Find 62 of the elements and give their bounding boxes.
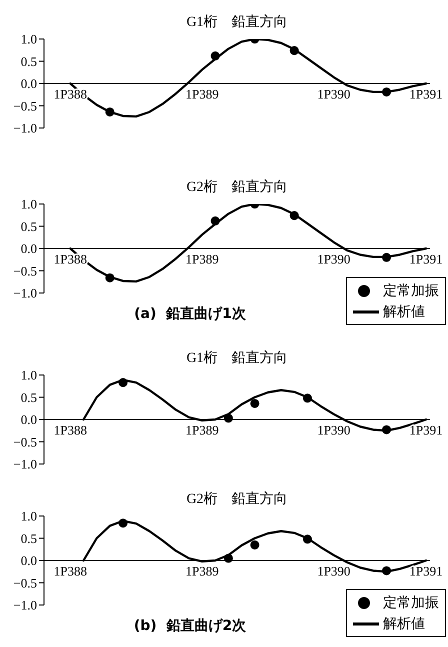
y-tick-label: −0.5 [13, 575, 37, 590]
y-tick-label: −0.5 [13, 434, 37, 450]
point [210, 216, 220, 226]
point [382, 87, 392, 96]
x-tick-label: 1P390 [317, 564, 350, 578]
y-tick-label: 0.0 [20, 553, 37, 568]
legend-label: 定常加振 [383, 282, 439, 300]
point [105, 107, 114, 116]
x-tick-label: 1P390 [317, 422, 350, 438]
point [302, 394, 312, 403]
point [224, 414, 233, 423]
x-tick-label: 1P388 [54, 422, 87, 438]
legend-label: 定常加振 [383, 594, 439, 612]
x-tick-label: 1P391 [409, 422, 443, 438]
legend-label: 解析値 [383, 616, 425, 632]
y-tick-label: −1.0 [13, 286, 37, 301]
point [250, 398, 260, 408]
y-tick-label: 0.5 [20, 218, 37, 234]
x-tick-label: 1P391 [409, 252, 443, 266]
chart-title: G2桁 鉛直方向 [185, 178, 289, 196]
point [382, 252, 392, 262]
y-tick-label: 1.0 [20, 368, 37, 383]
y-tick-label: 0.0 [20, 241, 37, 256]
chart-title: G2桁 鉛直方向 [185, 490, 289, 508]
point [290, 211, 299, 220]
y-tick-label: −1.0 [13, 120, 37, 136]
chart-title: G1桁 鉛直方向 [185, 13, 289, 31]
point [382, 425, 392, 434]
y-tick-label: 1.0 [20, 196, 37, 212]
y-tick-label: −1.0 [13, 598, 37, 613]
y-tick-label: 0.0 [20, 76, 37, 92]
text: (b) 鉛直曲げ2次 [132, 617, 248, 635]
x-tick-label: 1P389 [185, 252, 219, 266]
y-tick-label: 0.5 [20, 530, 37, 546]
point [224, 554, 233, 563]
x-tick-label: 1P390 [317, 86, 350, 102]
y-tick-label: 0.5 [20, 390, 37, 405]
x-tick-label: 1P390 [317, 252, 350, 266]
point [118, 518, 128, 528]
x-tick-label: 1P389 [185, 564, 219, 578]
point [250, 540, 260, 550]
x-tick-label: 1P389 [185, 86, 219, 102]
y-tick-label: 1.0 [20, 32, 37, 47]
y-tick-label: −1.0 [13, 456, 37, 472]
y-tick-label: 0.5 [20, 54, 37, 69]
legend-label: 解析値 [383, 304, 425, 320]
y-tick-label: −0.5 [13, 263, 37, 278]
x-tick-label: 1P389 [185, 422, 219, 438]
point [210, 51, 220, 60]
point [118, 378, 128, 388]
y-tick-label: −0.5 [13, 98, 37, 114]
x-tick-label: 1P388 [54, 564, 87, 578]
text: (a) 鉛直曲げ1次 [133, 305, 247, 323]
point [382, 566, 392, 576]
point [302, 534, 312, 544]
y-tick-label: 0.0 [20, 412, 37, 428]
y-tick-label: 1.0 [20, 508, 37, 524]
point [105, 273, 114, 282]
chart-title: G1桁 鉛直方向 [185, 349, 289, 367]
x-tick-label: 1P391 [409, 86, 443, 102]
point [290, 46, 299, 56]
x-tick-label: 1P391 [409, 564, 443, 578]
